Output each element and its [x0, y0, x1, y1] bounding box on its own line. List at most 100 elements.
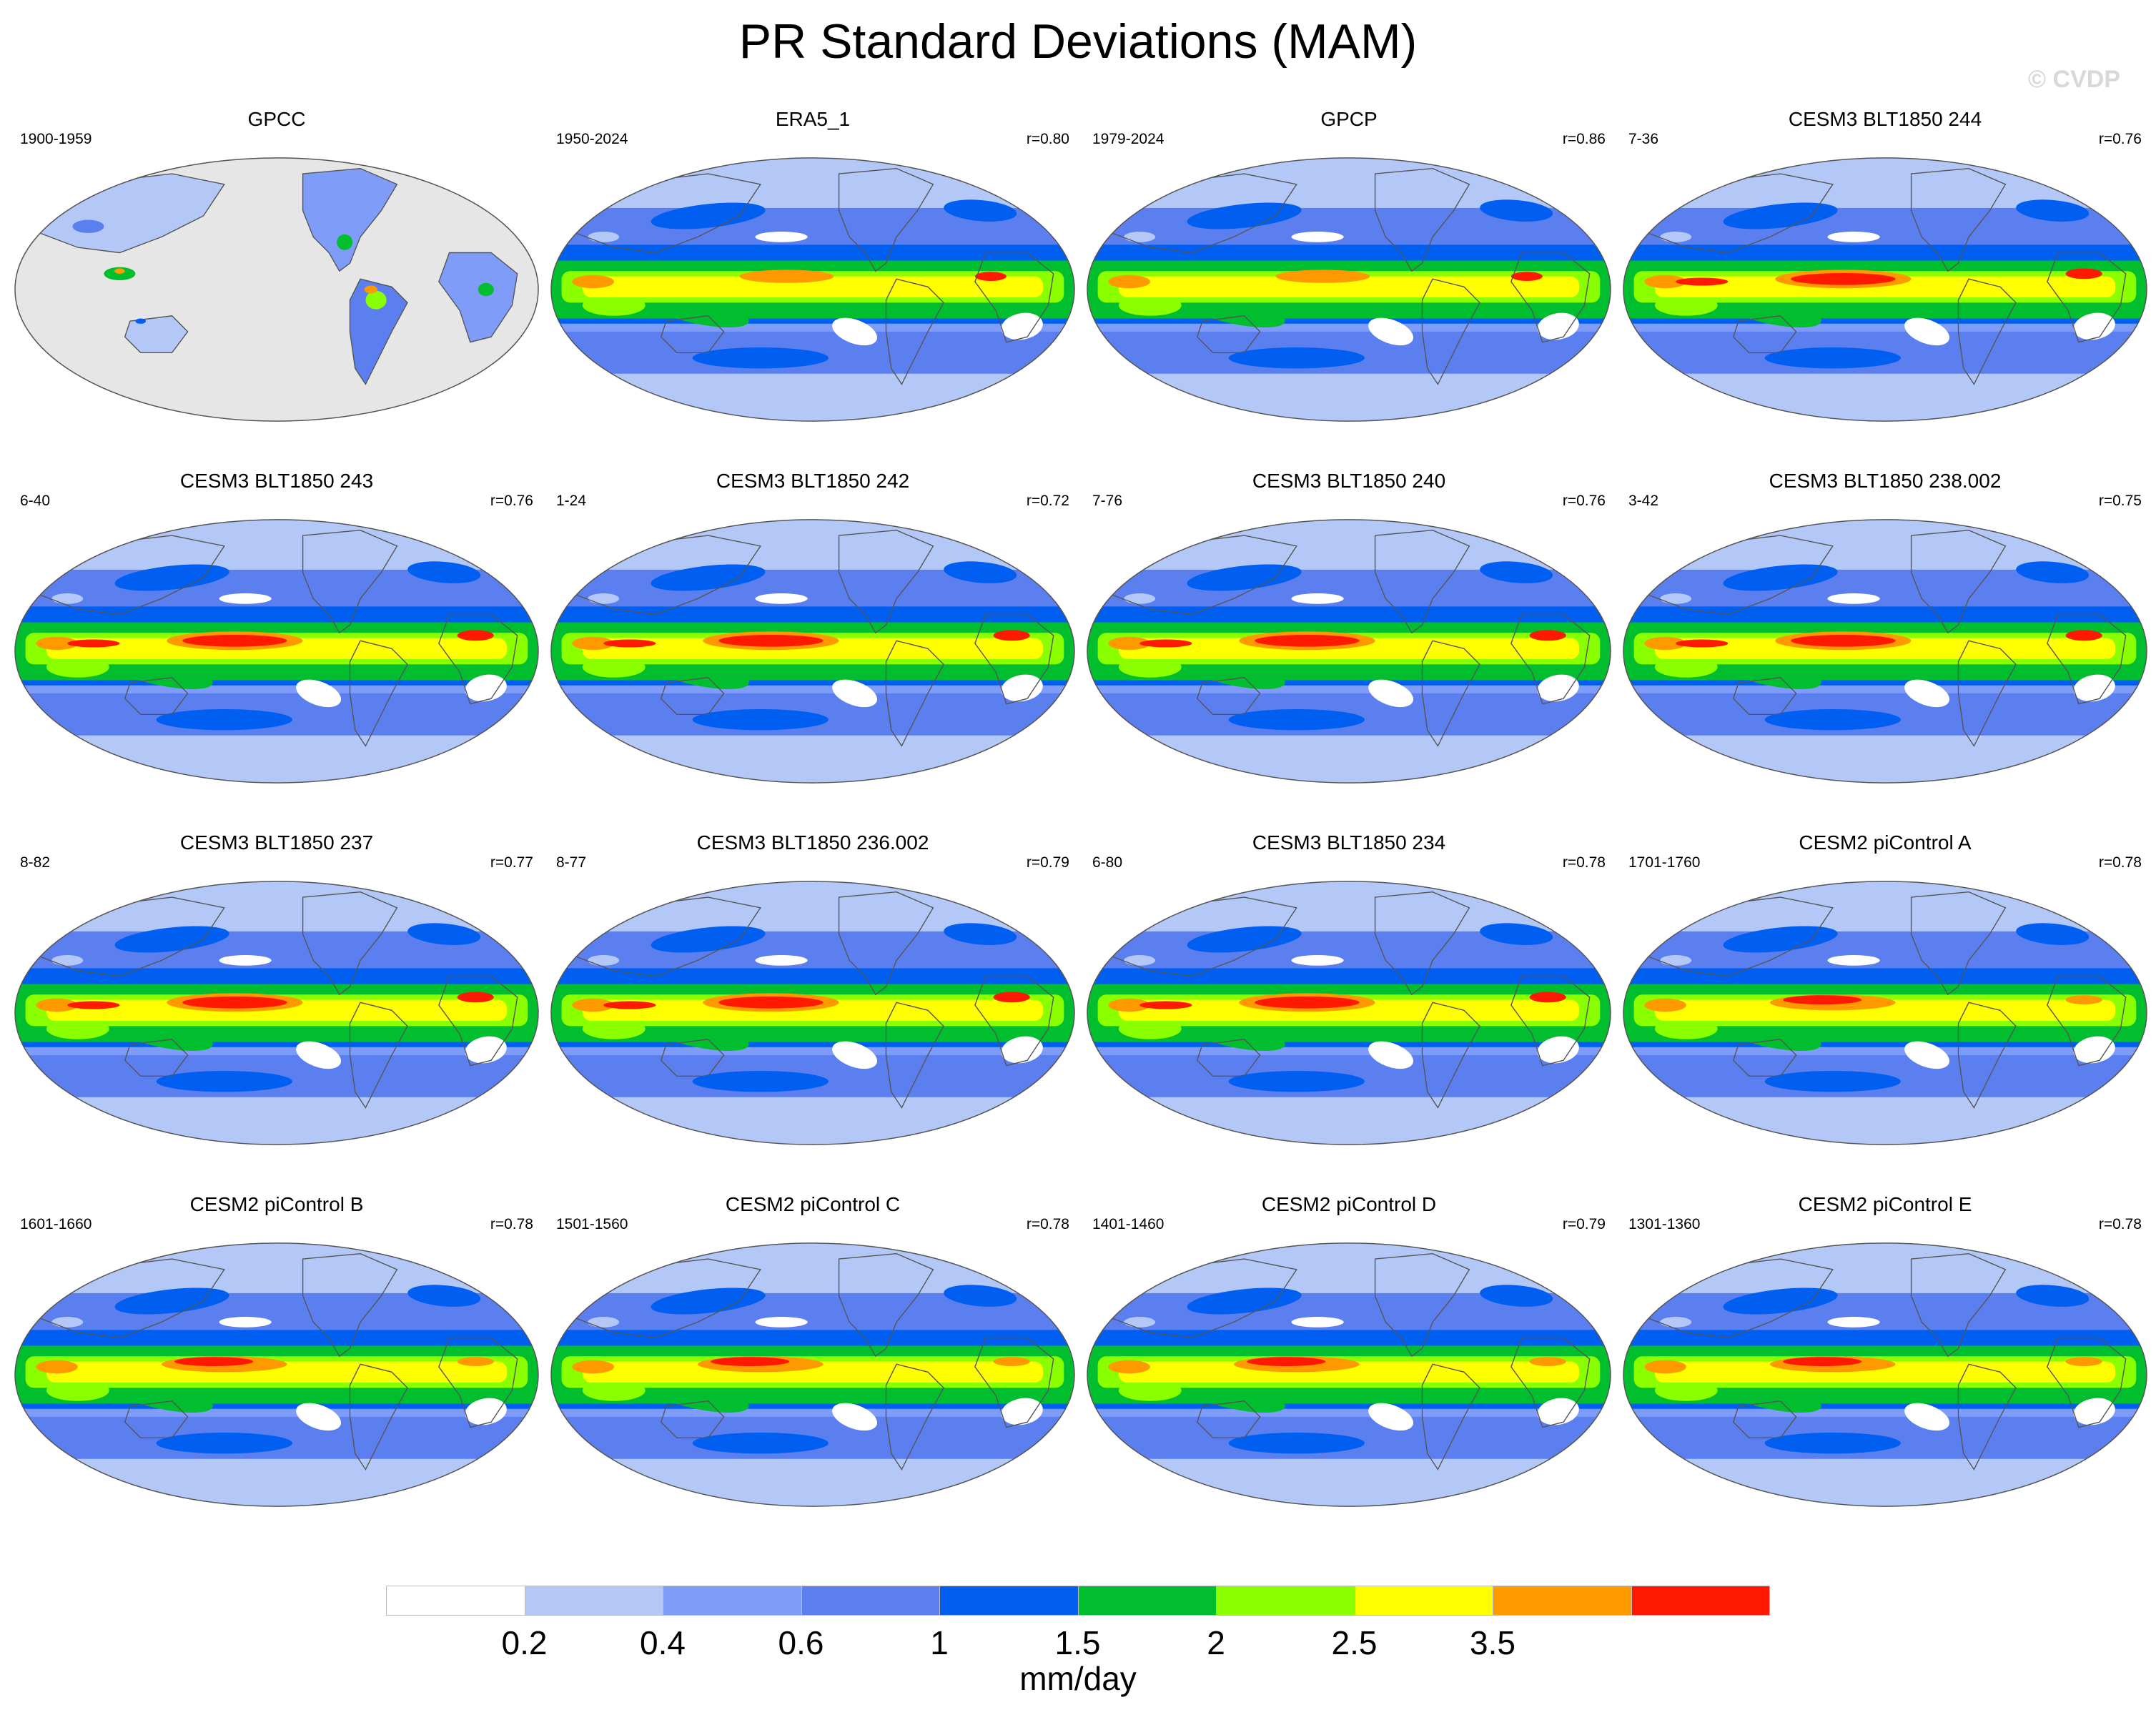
- panel-title: CESM2 piControl A: [1799, 831, 1972, 854]
- panel-title: CESM2 piControl D: [1261, 1193, 1437, 1215]
- panel-period: 8-77: [556, 854, 587, 871]
- global-map: [550, 157, 1075, 422]
- colorbar-box: [1631, 1586, 1770, 1616]
- colorbar-tick-label: 1: [930, 1624, 949, 1661]
- map-panel: CESM3 BLT1850 242 1-24 r=0.72: [545, 469, 1081, 831]
- panel-title: CESM3 BLT1850 236.002: [696, 831, 929, 854]
- map-panel: CESM3 BLT1850 238.002 3-42 r=0.75: [1617, 469, 2153, 831]
- panel-title: CESM3 BLT1850 240: [1252, 470, 1446, 492]
- global-map: [550, 1242, 1075, 1507]
- global-map: [1087, 519, 1611, 784]
- panel-title: CESM2 piControl B: [189, 1193, 364, 1215]
- pattern-correlation: r=0.78: [1026, 1216, 1069, 1232]
- map-panel: CESM3 BLT1850 243 6-40 r=0.76: [9, 469, 545, 831]
- map-panel: CESM2 piControl A 1701-1760 r=0.78: [1617, 831, 2153, 1192]
- colorbar-box: [1493, 1586, 1632, 1616]
- panel-title: GPCP: [1320, 108, 1378, 130]
- panel-period: 6-80: [1092, 854, 1123, 871]
- map-panel: CESM2 piControl B 1601-1660 r=0.78: [9, 1192, 545, 1554]
- colorbar: [386, 1586, 1770, 1616]
- colorbar-box: [801, 1586, 940, 1616]
- global-map: [1623, 157, 2147, 422]
- global-map: [1087, 1242, 1611, 1507]
- panel-period: 7-36: [1628, 131, 1659, 147]
- panel-period: 1-24: [556, 493, 587, 509]
- global-map: [1087, 157, 1611, 422]
- panel-title: CESM2 piControl E: [1798, 1193, 1972, 1215]
- panel-period: 7-76: [1092, 493, 1123, 509]
- pattern-correlation: r=0.72: [1026, 493, 1069, 509]
- colorbar-box: [1354, 1586, 1493, 1616]
- panel-period: 3-42: [1628, 493, 1659, 509]
- map-panel: CESM3 BLT1850 240 7-76 r=0.76: [1081, 469, 1617, 831]
- panel-title: CESM3 BLT1850 234: [1252, 831, 1446, 854]
- colorbar-tick-label: 0.6: [778, 1624, 824, 1661]
- panel-period: 1979-2024: [1092, 131, 1164, 147]
- colorbar-box: [1216, 1586, 1355, 1616]
- global-map: [550, 881, 1075, 1145]
- colorbar-tick-label: 2.5: [1331, 1624, 1378, 1661]
- map-panel: CESM3 BLT1850 236.002 8-77 r=0.79: [545, 831, 1081, 1192]
- pattern-correlation: r=0.78: [2098, 854, 2142, 871]
- pattern-correlation: r=0.80: [1026, 131, 1069, 147]
- pattern-correlation: r=0.75: [2098, 493, 2142, 509]
- pattern-correlation: r=0.76: [1562, 493, 1606, 509]
- global-map: [1623, 519, 2147, 784]
- map-panel: ERA5_1 1950-2024 r=0.80: [545, 107, 1081, 469]
- map-panel: CESM3 BLT1850 234 6-80 r=0.78: [1081, 831, 1617, 1192]
- pattern-correlation: r=0.76: [490, 493, 533, 509]
- panel-period: 1501-1560: [556, 1216, 628, 1232]
- panel-title: CESM3 BLT1850 243: [179, 470, 374, 492]
- panel-period: 1900-1959: [20, 131, 92, 147]
- pattern-correlation: r=0.79: [1026, 854, 1069, 871]
- colorbar-tick-label: 3.5: [1470, 1624, 1515, 1661]
- global-map: [14, 881, 539, 1145]
- global-map: [14, 157, 539, 422]
- colorbar-box: [524, 1586, 663, 1616]
- global-map: [550, 519, 1075, 784]
- map-panel: GPCP 1979-2024 r=0.86: [1081, 107, 1617, 469]
- cvdp-watermark: © CVDP: [2028, 66, 2120, 93]
- global-map: [14, 519, 539, 784]
- colorbar-tick-label: 0.4: [640, 1624, 686, 1661]
- panel-title: CESM3 BLT1850 237: [179, 831, 374, 854]
- panel-period: 1601-1660: [20, 1216, 92, 1232]
- panel-period: 1301-1360: [1628, 1216, 1701, 1232]
- panel-title: CESM3 BLT1850 242: [716, 470, 910, 492]
- map-panel: CESM2 piControl C 1501-1560 r=0.78: [545, 1192, 1081, 1554]
- pattern-correlation: r=0.86: [1562, 131, 1606, 147]
- pattern-correlation: r=0.78: [2098, 1216, 2142, 1232]
- panel-title: CESM2 piControl C: [725, 1193, 901, 1215]
- colorbar-box: [663, 1586, 802, 1616]
- global-map: [14, 1242, 539, 1507]
- map-panel: CESM3 BLT1850 244 7-36 r=0.76: [1617, 107, 2153, 469]
- panel-title: ERA5_1: [775, 108, 851, 130]
- colorbar-tick-label: 2: [1207, 1624, 1225, 1661]
- pattern-correlation: r=0.79: [1562, 1216, 1606, 1232]
- panel-period: 1701-1760: [1628, 854, 1701, 871]
- colorbar-box: [1077, 1586, 1217, 1616]
- panel-period: 1950-2024: [556, 131, 628, 147]
- pattern-correlation: r=0.78: [1562, 854, 1606, 871]
- map-panel: CESM2 piControl E 1301-1360 r=0.78: [1617, 1192, 2153, 1554]
- colorbar-tick-label: 1.5: [1054, 1624, 1101, 1661]
- colorbar-box: [939, 1586, 1079, 1616]
- pattern-correlation: r=0.76: [2098, 131, 2142, 147]
- panel-period: 8-82: [20, 854, 51, 871]
- figure-title: PR Standard Deviations (MAM): [738, 14, 1418, 69]
- global-map: [1623, 1242, 2147, 1507]
- panel-period: 1401-1460: [1092, 1216, 1164, 1232]
- colorbar-units: mm/day: [1019, 1660, 1137, 1697]
- panel-title: GPCC: [247, 108, 306, 130]
- map-panel: CESM2 piControl D 1401-1460 r=0.79: [1081, 1192, 1617, 1554]
- panel-period: 6-40: [20, 493, 51, 509]
- panel-title: CESM3 BLT1850 238.002: [1769, 470, 2002, 492]
- colorbar-tick-label: 0.2: [501, 1624, 548, 1661]
- global-map: [1623, 881, 2147, 1145]
- pattern-correlation: r=0.77: [490, 854, 533, 871]
- pattern-correlation: r=0.78: [490, 1216, 533, 1232]
- panel-title: CESM3 BLT1850 244: [1788, 108, 1982, 130]
- global-map: [1087, 881, 1611, 1145]
- colorbar-box: [386, 1586, 525, 1616]
- map-panel: CESM3 BLT1850 237 8-82 r=0.77: [9, 831, 545, 1192]
